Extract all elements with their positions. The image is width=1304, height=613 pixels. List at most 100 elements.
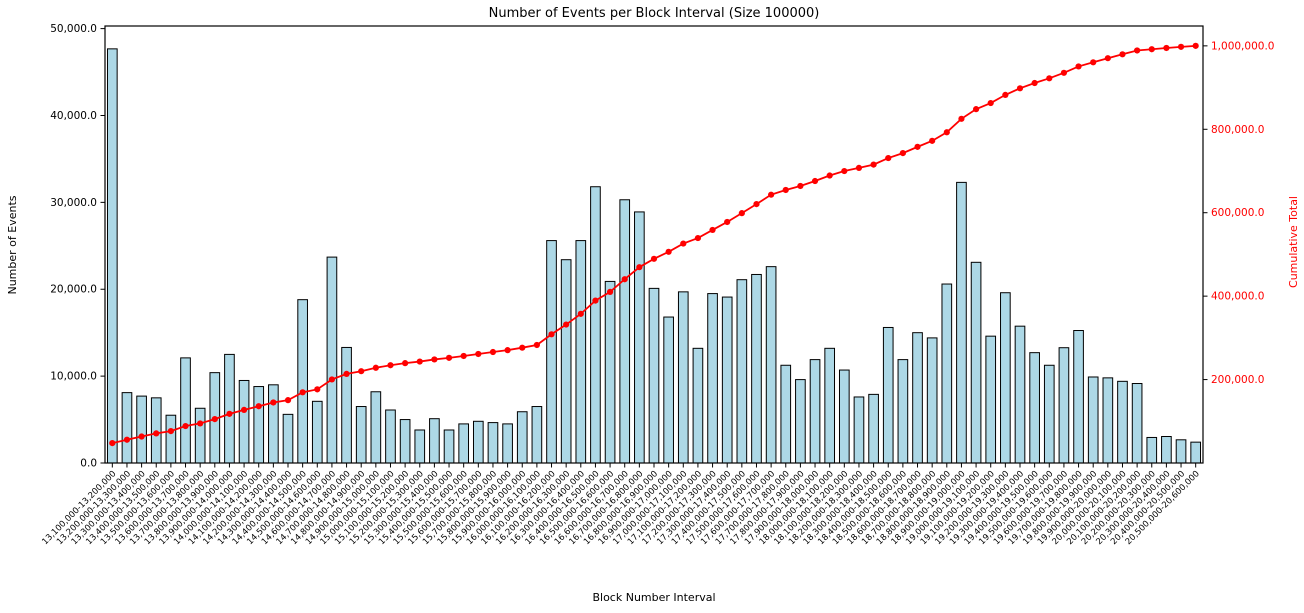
bar xyxy=(326,256,338,464)
cumulative-marker xyxy=(1163,44,1170,52)
bar xyxy=(736,279,748,464)
bar xyxy=(106,48,118,464)
y-tick-label-right: 400,000.0 xyxy=(1211,291,1264,303)
bar xyxy=(194,407,206,464)
cumulative-marker xyxy=(167,428,174,435)
cumulative-marker xyxy=(650,255,658,262)
cumulative-marker xyxy=(621,276,628,283)
cumulative-marker xyxy=(358,368,365,375)
bar xyxy=(677,291,689,464)
cumulative-marker xyxy=(402,360,409,367)
bar xyxy=(1043,364,1055,464)
cumulative-marker xyxy=(504,347,511,354)
cumulative-marker xyxy=(489,348,497,356)
cumulative-marker xyxy=(240,406,248,414)
y-tick-label-right: 1,000,000.0 xyxy=(1211,40,1274,52)
bar xyxy=(399,419,411,464)
bar xyxy=(985,335,997,464)
bar xyxy=(882,326,894,464)
bar xyxy=(1000,292,1011,464)
y-axis-label-right: Cumulative Total xyxy=(1287,196,1300,288)
bar xyxy=(1073,330,1084,464)
bar xyxy=(238,379,250,464)
chart-title: Number of Events per Block Interval (Siz… xyxy=(489,6,820,21)
y-tick-label-left: 30,000.0 xyxy=(50,197,97,209)
cumulative-marker xyxy=(855,164,863,171)
bar xyxy=(809,359,821,464)
bar xyxy=(458,423,470,464)
bar xyxy=(531,406,543,464)
cumulative-marker xyxy=(1134,47,1141,54)
cumulative-marker xyxy=(1031,79,1038,87)
axes-group: 0.0 10,000.0 20,000.0 30,000.0 40,000.0 50,00… xyxy=(40,23,1274,547)
x-axis-label: Block Number Interval xyxy=(592,591,715,604)
bar xyxy=(224,353,235,464)
bar xyxy=(502,423,513,464)
cumulative-marker xyxy=(328,376,336,383)
cumulative-marker xyxy=(811,177,819,185)
bar xyxy=(765,266,777,464)
bar xyxy=(516,411,528,464)
bar xyxy=(355,406,367,464)
cumulative-marker xyxy=(255,403,262,410)
cumulative-marker xyxy=(372,364,379,371)
bar xyxy=(487,422,499,464)
cumulative-marker xyxy=(416,358,423,365)
bar xyxy=(560,259,572,464)
cumulative-marker xyxy=(563,321,570,328)
cumulative-marker xyxy=(841,167,848,175)
cumulative-marker xyxy=(1060,69,1068,76)
cumulative-marker xyxy=(694,234,702,242)
bar xyxy=(795,379,806,464)
bar xyxy=(253,386,265,464)
cumulative-marker xyxy=(987,99,994,107)
cumulative-marker xyxy=(226,410,233,417)
y-axis-label-left: Number of Events xyxy=(6,195,19,294)
cumulative-marker xyxy=(885,154,892,162)
cumulative-marker xyxy=(109,440,116,447)
cumulative-marker xyxy=(972,106,980,113)
cumulative-marker xyxy=(899,150,906,157)
y-tick-label-right: 200,000.0 xyxy=(1211,374,1264,386)
bar xyxy=(1146,436,1158,464)
y-tick-label-left: 50,000.0 xyxy=(50,23,97,35)
cumulative-marker xyxy=(768,191,775,198)
cumulative-marker xyxy=(753,201,760,208)
cumulative-marker xyxy=(1119,51,1126,58)
bar xyxy=(619,199,631,464)
bar xyxy=(311,400,323,464)
bar xyxy=(575,240,587,464)
cumulative-marker xyxy=(665,248,672,255)
bar xyxy=(370,391,382,464)
cumulative-marker xyxy=(826,172,833,179)
bar xyxy=(1102,377,1114,464)
bar xyxy=(707,293,718,464)
cumulative-marker xyxy=(1016,85,1024,92)
bar xyxy=(604,280,616,464)
y-tick-label-right: 800,000.0 xyxy=(1211,124,1264,136)
bar xyxy=(1087,376,1099,464)
cumulative-marker xyxy=(724,218,731,226)
cumulative-marker xyxy=(548,331,555,338)
cumulative-marker xyxy=(738,210,745,217)
y-tick-label-left: 20,000.0 xyxy=(50,284,97,296)
bar xyxy=(180,357,191,464)
cumulative-marker xyxy=(475,350,482,358)
cumulative-marker xyxy=(636,264,643,271)
bar xyxy=(136,395,147,464)
cumulative-marker xyxy=(182,422,189,430)
cumulative-marker xyxy=(929,137,936,144)
bar xyxy=(648,287,660,464)
bar xyxy=(165,414,177,464)
cumulative-marker xyxy=(299,389,306,396)
bar xyxy=(780,364,792,464)
cumulative-marker xyxy=(387,362,394,369)
bar xyxy=(1161,436,1172,464)
bar xyxy=(941,283,953,464)
cumulative-marker xyxy=(197,420,204,427)
cumulative-marker xyxy=(1177,43,1185,50)
bar xyxy=(1190,441,1202,464)
bar xyxy=(297,299,308,464)
cumulative-marker xyxy=(1046,75,1053,82)
